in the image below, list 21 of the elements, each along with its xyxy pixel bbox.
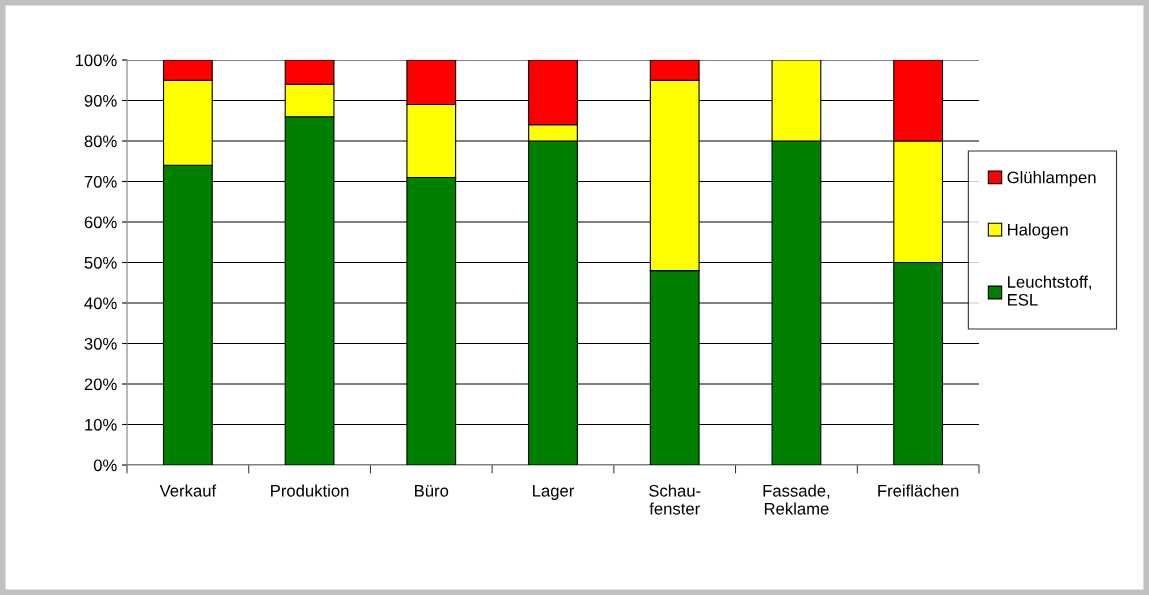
x-tick-label: Verkauf (159, 484, 217, 497)
legend-label: Leuchtstoff, ESL (1008, 275, 1092, 306)
y-tick-label: 80% (84, 135, 117, 148)
y-tick-label: 90% (84, 94, 117, 107)
y-tick-label: 40% (84, 297, 117, 310)
x-tick-label: Freiflächen (878, 484, 959, 497)
x-tick-label: Fassade, Reklame (763, 484, 830, 515)
y-tick-label: 50% (84, 256, 117, 269)
y-tick-label: 100% (75, 54, 117, 67)
x-tick-label: Büro (415, 485, 449, 497)
legend-label: Halogen (1008, 223, 1068, 239)
x-tick-label: Produktion (271, 484, 349, 497)
y-tick-label: 10% (85, 418, 117, 431)
x-tick-label: Lager (533, 485, 575, 500)
legend-label: Glühlampen (1007, 171, 1096, 187)
y-tick-label: 70% (84, 175, 117, 188)
y-tick-label: 20% (84, 378, 117, 391)
y-tick-label: 0% (93, 459, 117, 472)
y-tick-label: 60% (84, 216, 117, 229)
y-tick-label: 30% (84, 337, 117, 350)
x-tick-label: Schau- fenster (649, 484, 701, 515)
